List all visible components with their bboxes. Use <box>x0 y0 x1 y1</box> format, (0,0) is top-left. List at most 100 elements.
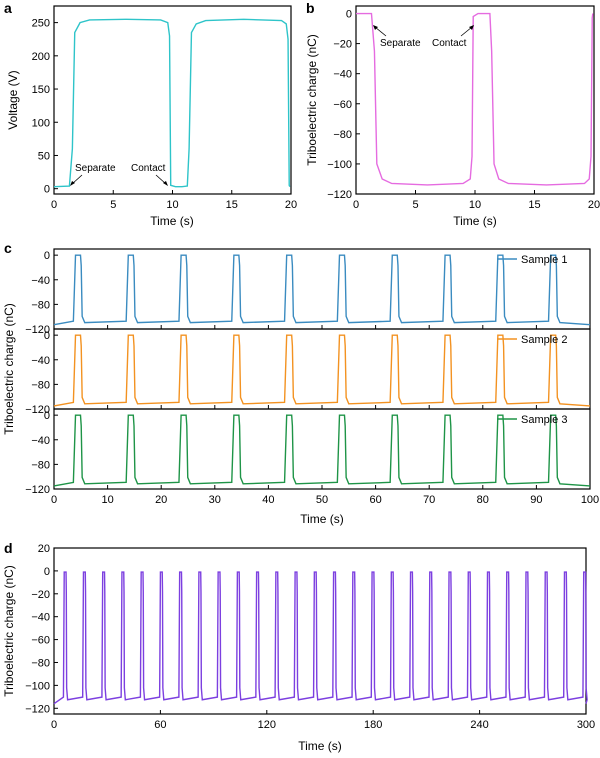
x-tick-label-c3-40: 40 <box>262 494 274 506</box>
y-tick-label-a-4: 200 <box>32 51 50 63</box>
x-tick-label-c3-100: 100 <box>581 494 599 506</box>
x-tick-label-c3-80: 80 <box>477 494 489 506</box>
arrow-separate-b <box>374 26 387 37</box>
y-tick-label-a-1: 50 <box>38 150 50 162</box>
y-tick-label-d-4: −60 <box>31 635 50 647</box>
y-tick-label-a-2: 100 <box>32 117 50 129</box>
y-tick-label-a-0: 0 <box>44 184 50 196</box>
y-tick-label-d-1: 0 <box>44 566 50 578</box>
y-tick-label-b-4: −80 <box>333 129 352 141</box>
y-tick-label-c3-2: −80 <box>31 459 50 471</box>
annotation-contact-b: Contact <box>432 25 474 49</box>
x-tick-label-d-60: 60 <box>154 719 166 731</box>
legend-sample-2: Sample 2 <box>497 334 567 346</box>
panel-label-c: c <box>4 240 12 256</box>
y-tick-label-c2-3: −120 <box>25 404 50 416</box>
y-tick-label-c3-0: 0 <box>44 410 50 422</box>
y-axis-label-b: Triboelectric charge (nC) <box>305 34 319 166</box>
sample-1-line <box>53 254 591 326</box>
y-tick-label-d-6: −100 <box>25 680 50 692</box>
annotation-text-separate-a: Separate <box>75 163 116 174</box>
annotation-separate-a: Separate <box>70 163 116 186</box>
y-tick-label-b-2: −40 <box>333 69 352 81</box>
annotation-text-contact-a: Contact <box>131 163 166 174</box>
x-axis-label-d: Time (s) <box>298 739 342 753</box>
x-axis-label-b: Time (s) <box>453 214 497 228</box>
legend-label-sample-3: Sample 3 <box>521 414 567 426</box>
ticks-d: 0 60 120 180 240 300 20 0 −20 −40 −60 −80 −100 −120 <box>25 543 595 731</box>
legend-sample-1: Sample 1 <box>497 254 567 266</box>
y-tick-label-c3-1: −40 <box>31 435 50 447</box>
sample-2-line <box>53 334 591 407</box>
annotation-text-separate-b: Separate <box>380 38 421 49</box>
y-tick-label-a-3: 150 <box>32 84 50 96</box>
y-axis-label-d: Triboelectric charge (nC) <box>2 565 16 697</box>
plot-frame-b <box>355 5 595 195</box>
y-tick-label-b-6: −120 <box>327 189 352 201</box>
ticks-b: 0 5 10 15 20 0 −20 −40 −60 −80 −100 −120 <box>327 9 600 211</box>
panel-label-b: b <box>306 0 315 16</box>
y-tick-label-c3-3: −120 <box>25 484 50 496</box>
y-tick-label-d-7: −120 <box>25 703 50 715</box>
y-tick-label-d-2: −20 <box>31 589 50 601</box>
y-tick-label-d-0: 20 <box>38 543 50 555</box>
x-tick-label-b-10: 10 <box>469 199 481 211</box>
legend-label-sample-2: Sample 2 <box>521 334 567 346</box>
y-tick-label-b-1: −20 <box>333 39 352 51</box>
arrowhead-separate-a <box>70 181 75 186</box>
x-tick-label-a-15: 15 <box>226 199 238 211</box>
y-tick-label-b-0: 0 <box>346 9 352 21</box>
x-axis-label-a: Time (s) <box>150 214 194 228</box>
x-tick-label-c3-0: 0 <box>51 494 57 506</box>
panel-label-d: d <box>4 540 13 556</box>
charge-line-d <box>53 571 588 705</box>
arrow-contact-b <box>460 26 473 37</box>
y-tick-label-d-5: −80 <box>31 657 50 669</box>
x-tick-label-c3-20: 20 <box>155 494 167 506</box>
y-tick-label-b-3: −60 <box>333 99 352 111</box>
annotation-text-contact-b: Contact <box>432 38 467 49</box>
x-tick-label-d-120: 120 <box>258 719 276 731</box>
x-tick-label-b-15: 15 <box>528 199 540 211</box>
y-axis-label-c: Triboelectric charge (nC) <box>2 303 16 435</box>
y-tick-label-d-3: −40 <box>31 612 50 624</box>
y-tick-label-c1-1: −40 <box>31 275 50 287</box>
x-axis-label-c: Time (s) <box>300 512 344 526</box>
x-tick-label-c3-30: 30 <box>209 494 221 506</box>
y-tick-label-c1-0: 0 <box>44 250 50 262</box>
annotation-contact-a: Contact <box>131 163 168 186</box>
y-axis-label-a: Voltage (V) <box>6 70 20 129</box>
y-tick-label-c1-3: −120 <box>25 324 50 336</box>
y-tick-label-a-5: 250 <box>32 18 50 30</box>
voltage-line <box>53 18 291 188</box>
arrowhead-separate-b <box>373 25 378 30</box>
charge-line-b <box>356 12 594 186</box>
y-tick-label-b-5: −100 <box>327 159 352 171</box>
x-tick-label-a-5: 5 <box>110 199 116 211</box>
y-tick-label-c2-2: −80 <box>31 379 50 391</box>
annotation-separate-b: Separate <box>373 25 421 49</box>
sample-3-line <box>53 414 591 487</box>
x-tick-label-c3-70: 70 <box>423 494 435 506</box>
y-tick-label-c2-1: −40 <box>31 355 50 367</box>
x-tick-label-c3-10: 10 <box>101 494 113 506</box>
panel-d: d 0 60 120 180 240 300 20 0 −20 −40 −60 −80 −100 −120… <box>2 540 595 753</box>
x-tick-label-b-5: 5 <box>412 199 418 211</box>
x-tick-label-d-240: 240 <box>470 719 488 731</box>
x-tick-label-a-20: 20 <box>285 199 297 211</box>
x-tick-label-b-20: 20 <box>588 199 600 211</box>
legend-label-sample-1: Sample 1 <box>521 254 567 266</box>
x-tick-label-c3-60: 60 <box>369 494 381 506</box>
y-tick-label-c1-2: −80 <box>31 299 50 311</box>
panel-label-a: a <box>4 0 12 16</box>
y-tick-label-c2-0: 0 <box>44 330 50 342</box>
legend-sample-3: Sample 3 <box>497 414 567 426</box>
panel-b: b 0 5 10 15 20 0 −20 −40 −60 −80 −100 −120 Time (s)… <box>305 0 600 228</box>
x-tick-label-c3-50: 50 <box>316 494 328 506</box>
x-tick-label-c3-90: 90 <box>530 494 542 506</box>
arrowhead-contact-a <box>163 181 168 186</box>
